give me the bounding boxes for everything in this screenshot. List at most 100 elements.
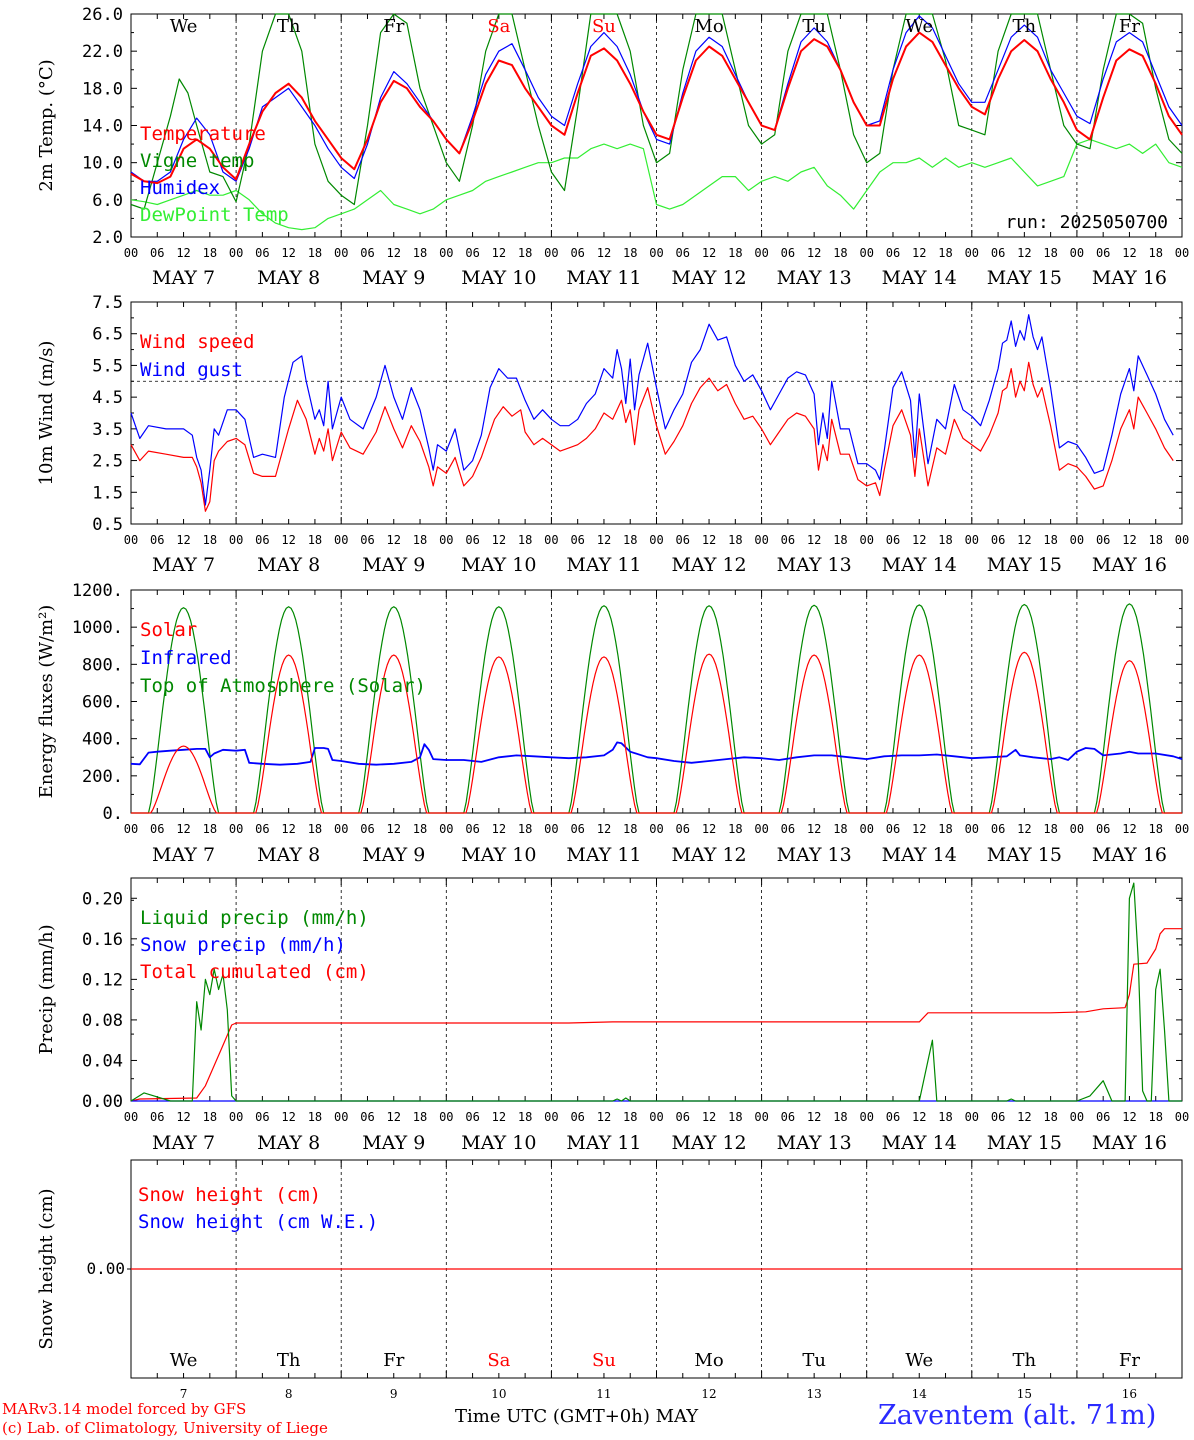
day-label: MAY 15 (987, 267, 1062, 289)
hour-label: 06 (991, 822, 1005, 836)
series-line-infrared (130, 741, 1183, 766)
y-axis-label: Snow height (cm) (36, 1188, 57, 1349)
weekday-label: Mo (694, 16, 723, 37)
hour-label: 06 (150, 1110, 164, 1124)
y-axis-label: Energy fluxes (W/m²) (36, 605, 57, 799)
y-axis-label: 10m Wind (m/s) (36, 341, 57, 486)
legend-label: Vigne temp (140, 150, 254, 172)
hour-label: 18 (728, 246, 742, 260)
y-tick-label: 800. (82, 655, 123, 675)
hour-label: 06 (886, 533, 900, 547)
weekday-label: Tu (802, 16, 826, 37)
hour-label: 12 (492, 1110, 506, 1124)
hour-label: 06 (465, 1110, 479, 1124)
day-label: MAY 7 (152, 844, 215, 866)
y-tick-label: 0.12 (82, 970, 123, 990)
hour-label: 06 (991, 1110, 1005, 1124)
hour-label: 06 (255, 822, 269, 836)
series-line-vigne-temp (130, 13, 1183, 210)
weekday-label: Th (277, 16, 301, 37)
day-label: MAY 10 (461, 554, 536, 576)
hour-label: 06 (781, 246, 795, 260)
hour-label: 12 (1122, 822, 1136, 836)
hour-label: 18 (413, 822, 427, 836)
day-label: MAY 12 (671, 554, 746, 576)
hour-label: 00 (439, 533, 453, 547)
hour-label: 00 (334, 1110, 348, 1124)
day-number-label: 7 (180, 1387, 188, 1401)
hour-label: 06 (360, 533, 374, 547)
day-label: MAY 16 (1092, 844, 1167, 866)
hour-label: 12 (492, 822, 506, 836)
day-label: MAY 16 (1092, 554, 1167, 576)
panel-precip: 0.00 0.04 0.08 0.12 0.16 0.20 Precip (mm/h) Liq… (36, 877, 1189, 1154)
hour-label: 06 (570, 1110, 584, 1124)
hour-label: 00 (439, 822, 453, 836)
weekday-label: Su (592, 1350, 616, 1371)
hour-label: 00 (544, 533, 558, 547)
day-label: MAY 8 (257, 267, 320, 289)
hour-label: 12 (387, 822, 401, 836)
y-tick-label: 0.16 (82, 930, 123, 950)
y-tick-label: 26.0 (82, 5, 123, 25)
legend-label: DewPoint Temp (140, 204, 289, 226)
day-number-label: 14 (912, 1387, 928, 1401)
hour-label: 00 (1070, 1110, 1084, 1124)
hour-label: 12 (176, 1110, 190, 1124)
hour-label: 00 (1175, 1110, 1189, 1124)
day-label: MAY 14 (882, 267, 957, 289)
weekday-label: Sa (487, 16, 510, 37)
x-axis-label: Time UTC (GMT+0h) (455, 1406, 650, 1427)
x-axis-title: Time UTC (GMT+0h) MAY (455, 1406, 698, 1427)
hour-label: 18 (728, 533, 742, 547)
hour-label: 18 (203, 533, 217, 547)
hour-label: 06 (465, 533, 479, 547)
day-label: MAY 15 (987, 844, 1062, 866)
y-tick-label: 5.5 (92, 356, 123, 376)
hour-label: 18 (623, 822, 637, 836)
legend-label: Infrared (140, 647, 232, 669)
panel-snow: 0.00 Snow height (cm) Snow height (cm) Snow… (36, 1159, 1183, 1401)
hour-label: 12 (281, 1110, 295, 1124)
day-label: MAY 7 (152, 554, 215, 576)
day-label: MAY 7 (152, 267, 215, 289)
y-tick-label: 1000. (72, 618, 123, 638)
day-label: MAY 12 (671, 1132, 746, 1154)
hour-label: 06 (570, 822, 584, 836)
day-label: MAY 14 (882, 844, 957, 866)
series-line-top-of-atmosphere-solar (131, 603, 1182, 814)
hour-label: 00 (649, 822, 663, 836)
series-line-wind-speed (130, 361, 1174, 512)
hour-label: 18 (1148, 533, 1162, 547)
legend-label: Solar (140, 619, 197, 641)
day-number-label: 11 (596, 1387, 611, 1401)
hour-label: 06 (360, 822, 374, 836)
hour-label: 12 (281, 246, 295, 260)
y-tick-label: 0.20 (82, 889, 123, 909)
hour-label: 00 (544, 1110, 558, 1124)
hour-label: 00 (334, 533, 348, 547)
hour-label: 06 (991, 246, 1005, 260)
panel-energy: 0. 200. 400. 600. 800. 1000. 1200. Energy fluxe… (36, 581, 1189, 866)
hour-label: 18 (518, 822, 532, 836)
day-label: MAY 8 (257, 1132, 320, 1154)
hour-label: 06 (150, 533, 164, 547)
hour-label: 18 (1148, 246, 1162, 260)
series-line-humidex (130, 15, 1183, 182)
hour-label: 18 (728, 822, 742, 836)
hour-label: 18 (938, 822, 952, 836)
hour-label: 00 (859, 246, 873, 260)
day-label: MAY 15 (987, 554, 1062, 576)
hour-label: 00 (229, 822, 243, 836)
hour-label: 00 (1175, 246, 1189, 260)
hour-label: 00 (649, 533, 663, 547)
hour-label: 18 (1148, 1110, 1162, 1124)
legend-label: Total cumulated (cm) (140, 961, 369, 983)
day-label: MAY 12 (671, 267, 746, 289)
hour-label: 06 (570, 246, 584, 260)
hour-label: 06 (676, 822, 690, 836)
hour-label: 06 (781, 822, 795, 836)
y-tick-label: 6.5 (92, 325, 123, 345)
hour-label: 06 (255, 533, 269, 547)
